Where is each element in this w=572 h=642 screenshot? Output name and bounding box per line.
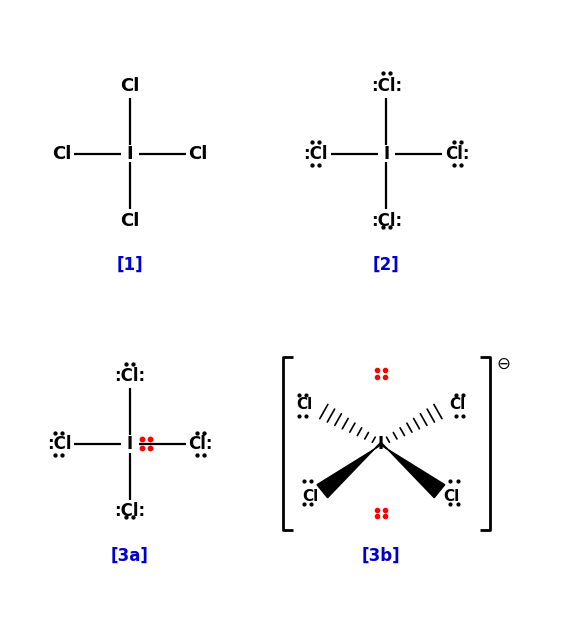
Text: :Cl:: :Cl: xyxy=(114,503,145,521)
Text: Cl:: Cl: xyxy=(188,435,213,453)
Text: ⊖: ⊖ xyxy=(496,354,510,372)
Polygon shape xyxy=(380,443,445,498)
Text: [2]: [2] xyxy=(373,256,400,274)
Text: :Cl:: :Cl: xyxy=(371,77,402,95)
Text: Cl: Cl xyxy=(120,77,140,95)
Text: Cl: Cl xyxy=(450,397,466,412)
Text: Cl: Cl xyxy=(120,212,140,230)
Text: :Cl: :Cl xyxy=(47,435,71,453)
Text: Cl: Cl xyxy=(296,397,312,412)
Text: I: I xyxy=(126,435,133,453)
Text: Cl: Cl xyxy=(51,144,71,162)
Text: Cl: Cl xyxy=(303,489,319,505)
Text: I: I xyxy=(383,144,390,162)
Text: [3a]: [3a] xyxy=(111,546,149,564)
Text: Cl: Cl xyxy=(443,489,459,505)
Text: [1]: [1] xyxy=(117,256,143,274)
Text: [3b]: [3b] xyxy=(362,546,400,564)
Text: Cl: Cl xyxy=(188,144,208,162)
Text: :Cl:: :Cl: xyxy=(114,367,145,385)
Text: I: I xyxy=(378,435,384,453)
Text: Cl:: Cl: xyxy=(445,144,470,162)
Polygon shape xyxy=(317,443,382,498)
Text: I: I xyxy=(126,144,133,162)
Text: :Cl: :Cl xyxy=(303,144,328,162)
Text: :Cl:: :Cl: xyxy=(371,212,402,230)
